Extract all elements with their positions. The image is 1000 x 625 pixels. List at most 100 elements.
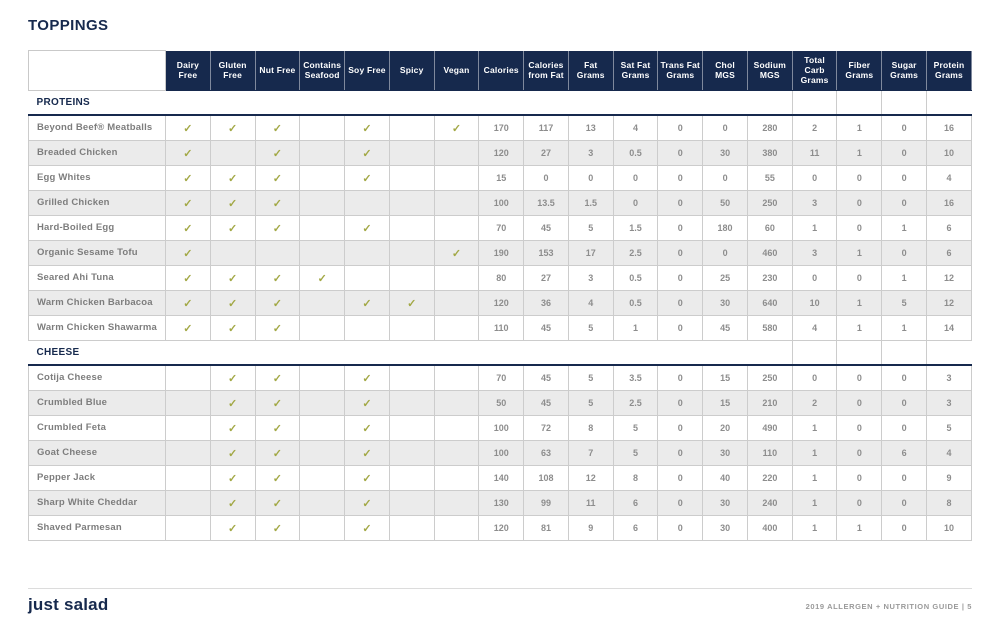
value-cell: 640 bbox=[746, 289, 793, 316]
value-cell: 108 bbox=[523, 464, 569, 491]
table-row: Shaved Parmesan ✓ ✓ ✓ 120 81 9 6 0 30 400 1 1 0 10 bbox=[28, 514, 972, 541]
value-cell: 100 bbox=[478, 439, 525, 466]
value-cell: 45 bbox=[523, 214, 569, 241]
value-cell: 5 bbox=[881, 289, 928, 316]
check-icon: ✓ bbox=[407, 297, 417, 310]
value-cell: 2 bbox=[791, 389, 838, 416]
check-icon: ✓ bbox=[272, 322, 283, 335]
check-icon: ✓ bbox=[362, 372, 372, 385]
section-filler-cell bbox=[791, 90, 837, 116]
column-header: Vegan bbox=[434, 50, 480, 91]
check-icon: ✓ bbox=[228, 272, 238, 285]
value-cell: 0 bbox=[702, 239, 748, 266]
check-cell: ✓ bbox=[254, 314, 301, 341]
check-cell: ✓ bbox=[209, 164, 256, 191]
value-cell: 0 bbox=[657, 189, 704, 216]
value-cell: 0 bbox=[523, 164, 569, 191]
check-icon: ✓ bbox=[228, 472, 238, 485]
value-cell: 230 bbox=[746, 264, 793, 291]
value-cell: 81 bbox=[523, 514, 569, 541]
just-salad-logo: just salad bbox=[28, 595, 109, 614]
value-cell: 0 bbox=[702, 114, 748, 141]
value-cell: 1 bbox=[836, 314, 883, 341]
value-cell: 2 bbox=[791, 114, 838, 141]
check-icon: ✓ bbox=[183, 247, 193, 260]
value-cell: 0 bbox=[836, 464, 883, 491]
value-cell: 8 bbox=[567, 414, 614, 441]
value-cell: 3 bbox=[567, 264, 614, 291]
item-name: Seared Ahi Tuna bbox=[28, 264, 166, 291]
value-cell: 9 bbox=[567, 514, 614, 541]
empty-cell bbox=[388, 239, 435, 266]
check-cell: ✓ bbox=[254, 289, 301, 316]
empty-cell bbox=[299, 164, 346, 191]
check-icon: ✓ bbox=[362, 447, 372, 460]
item-name: Hard-Boiled Egg bbox=[28, 214, 166, 241]
check-cell: ✓ bbox=[344, 514, 390, 541]
check-cell: ✓ bbox=[209, 189, 256, 216]
column-header: Sugar Grams bbox=[881, 50, 928, 91]
value-cell: 2.5 bbox=[612, 389, 659, 416]
empty-cell bbox=[388, 389, 435, 416]
check-icon: ✓ bbox=[228, 422, 238, 435]
check-cell: ✓ bbox=[209, 264, 256, 291]
empty-cell bbox=[299, 489, 346, 516]
value-cell: 6 bbox=[926, 214, 972, 241]
check-cell: ✓ bbox=[209, 464, 256, 491]
column-header: Calories bbox=[478, 50, 525, 91]
check-cell: ✓ bbox=[254, 164, 301, 191]
value-cell: 5 bbox=[926, 414, 972, 441]
value-cell: 1 bbox=[881, 264, 928, 291]
value-cell: 120 bbox=[478, 289, 525, 316]
item-name: Organic Sesame Tofu bbox=[28, 239, 166, 266]
value-cell: 1 bbox=[791, 439, 838, 466]
nutrition-table: Dairy Free Gluten Free Nut Free Contains Se… bbox=[28, 50, 972, 541]
empty-cell bbox=[299, 114, 346, 141]
empty-cell bbox=[433, 414, 480, 441]
check-icon: ✓ bbox=[272, 222, 283, 235]
check-icon: ✓ bbox=[183, 272, 193, 285]
item-name: Sharp White Cheddar bbox=[28, 489, 166, 516]
section-filler-cell bbox=[791, 340, 837, 366]
item-name: Cotija Cheese bbox=[28, 364, 166, 391]
value-cell: 1 bbox=[836, 239, 883, 266]
value-cell: 11 bbox=[791, 139, 838, 166]
column-header: Calories from Fat bbox=[523, 50, 569, 91]
value-cell: 190 bbox=[478, 239, 525, 266]
check-cell: ✓ bbox=[254, 514, 301, 541]
table-row: Breaded Chicken ✓ ✓ ✓ 120 27 3 0.5 0 30 380 11 1 0 10 bbox=[28, 139, 972, 166]
item-name: Grilled Chicken bbox=[28, 189, 166, 216]
value-cell: 0 bbox=[881, 389, 928, 416]
check-icon: ✓ bbox=[183, 172, 193, 185]
value-cell: 0 bbox=[836, 439, 883, 466]
check-icon: ✓ bbox=[272, 297, 283, 310]
value-cell: 12 bbox=[926, 289, 972, 316]
value-cell: 0 bbox=[657, 464, 704, 491]
value-cell: 7 bbox=[567, 439, 614, 466]
empty-cell bbox=[388, 114, 435, 141]
value-cell: 1 bbox=[881, 314, 928, 341]
value-cell: 0 bbox=[657, 214, 704, 241]
value-cell: 16 bbox=[926, 189, 972, 216]
value-cell: 0 bbox=[836, 164, 883, 191]
value-cell: 0 bbox=[657, 239, 704, 266]
value-cell: 250 bbox=[746, 189, 793, 216]
value-cell: 11 bbox=[567, 489, 614, 516]
empty-cell bbox=[344, 314, 390, 341]
value-cell: 8 bbox=[926, 489, 972, 516]
check-cell: ✓ bbox=[209, 489, 256, 516]
value-cell: 0 bbox=[791, 164, 838, 191]
check-cell: ✓ bbox=[254, 439, 301, 466]
value-cell: 100 bbox=[478, 189, 525, 216]
value-cell: 0 bbox=[612, 164, 659, 191]
table-row: Warm Chicken Shawarma ✓ ✓ ✓ 110 45 5 1 0 45 580 4 1 1… bbox=[28, 314, 972, 341]
value-cell: 30 bbox=[702, 439, 748, 466]
value-cell: 4 bbox=[612, 114, 659, 141]
check-cell: ✓ bbox=[209, 439, 256, 466]
check-cell: ✓ bbox=[344, 439, 390, 466]
value-cell: 20 bbox=[702, 414, 748, 441]
check-cell: ✓ bbox=[209, 114, 256, 141]
column-header: Protein Grams bbox=[926, 50, 972, 91]
column-header: Soy Free bbox=[344, 50, 390, 91]
column-header: Contains Seafood bbox=[299, 50, 346, 91]
